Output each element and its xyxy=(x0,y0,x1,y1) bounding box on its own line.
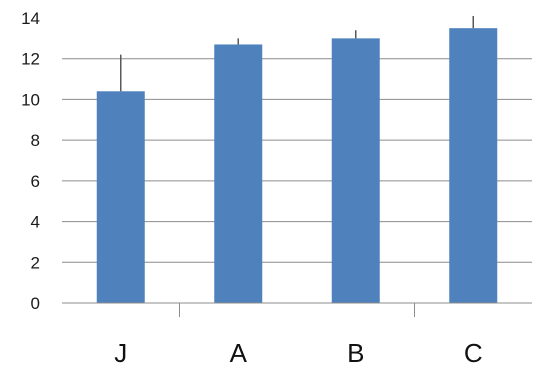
x-tick-label: A xyxy=(230,338,248,368)
bar-c xyxy=(449,28,498,304)
x-tick-label: J xyxy=(114,338,127,368)
x-axis xyxy=(62,302,532,317)
y-tick-label: 4 xyxy=(31,213,40,232)
bar-a xyxy=(214,44,263,303)
x-tick-label: B xyxy=(347,338,364,368)
error-bars xyxy=(120,15,474,92)
y-tick-label: 0 xyxy=(31,294,40,313)
y-tick-label: 10 xyxy=(21,90,40,109)
y-tick-label: 14 xyxy=(21,9,40,28)
y-axis-tick-labels: 0 2 4 6 8 10 12 14 xyxy=(21,9,40,313)
bars xyxy=(96,28,498,304)
y-tick-label: 2 xyxy=(31,253,40,272)
y-tick-label: 8 xyxy=(31,131,40,150)
x-tick-label: C xyxy=(464,338,483,368)
bar-b xyxy=(331,38,380,303)
y-tick-label: 6 xyxy=(31,172,40,191)
bar-j xyxy=(96,91,145,304)
y-tick-label: 12 xyxy=(21,50,40,69)
